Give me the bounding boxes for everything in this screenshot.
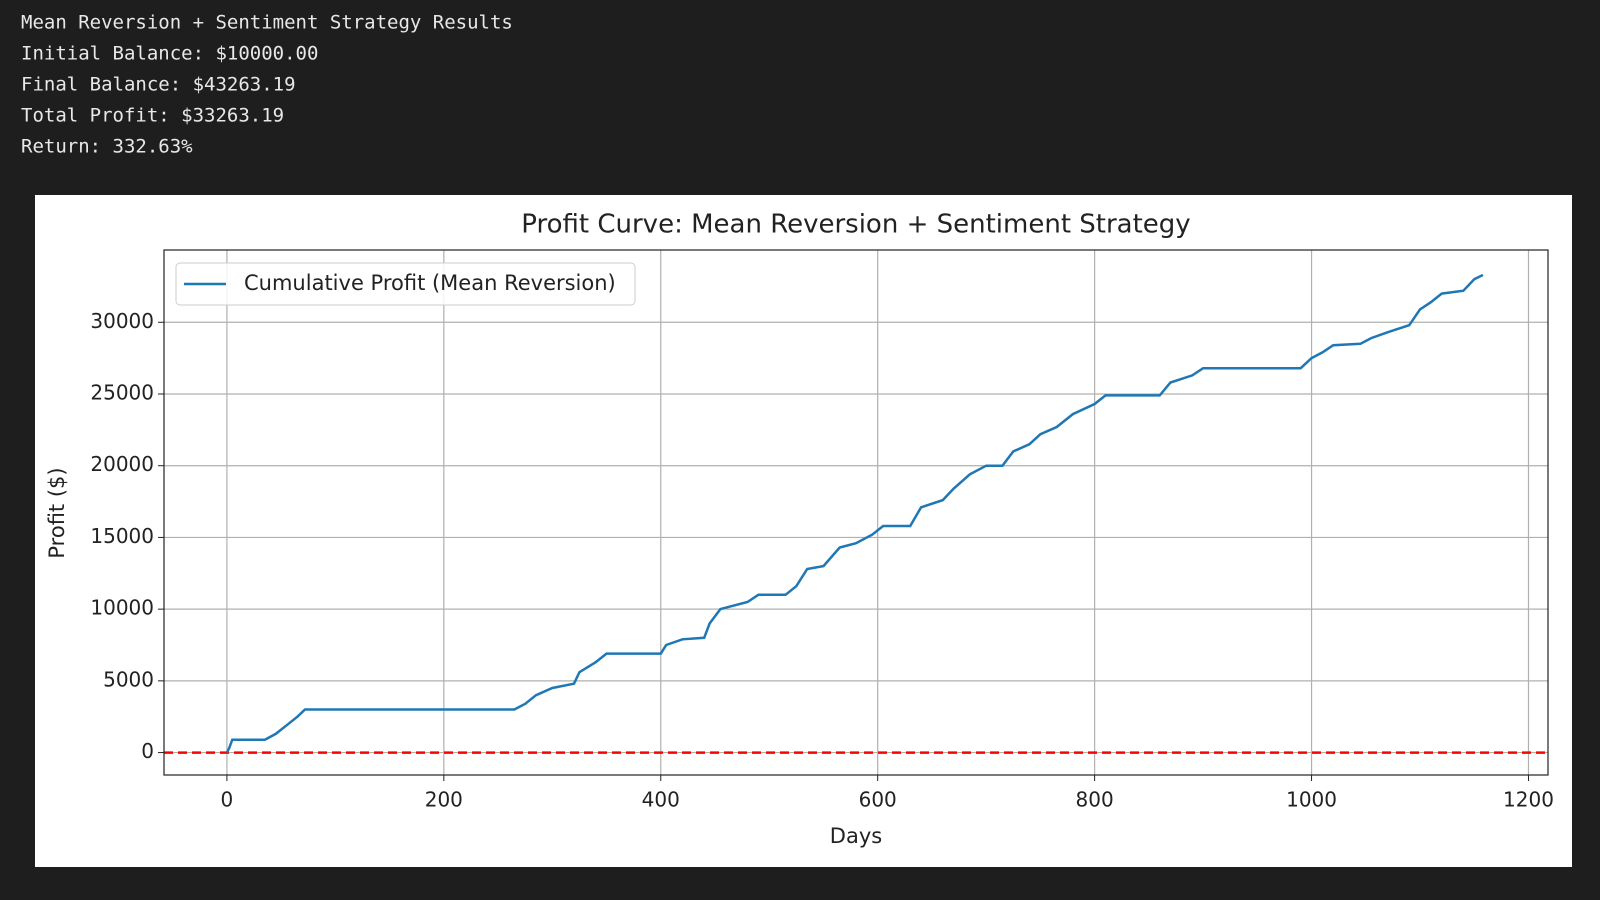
chart-title: Profit Curve: Mean Reversion + Sentiment… [521, 210, 1190, 240]
x-tick-label: 0 [221, 788, 234, 812]
y-tick-label: 20000 [90, 452, 154, 476]
x-tick-label: 400 [642, 788, 680, 812]
y-tick-label: 0 [141, 739, 154, 763]
x-tick-label: 600 [859, 788, 897, 812]
output-line: Total Profit: $33263.19 [21, 105, 284, 127]
chart-panel [35, 195, 1572, 867]
x-axis-label: Days [830, 824, 882, 848]
output-line: Mean Reversion + Sentiment Strategy Resu… [21, 12, 513, 34]
x-tick-label: 800 [1076, 788, 1114, 812]
y-tick-label: 30000 [90, 309, 154, 333]
y-tick-label: 10000 [90, 596, 154, 620]
x-tick-label: 200 [425, 788, 463, 812]
x-tick-label: 1000 [1286, 788, 1337, 812]
y-tick-label: 15000 [90, 524, 154, 548]
output-line: Final Balance: $43263.19 [21, 74, 296, 96]
output-line: Initial Balance: $10000.00 [21, 43, 318, 65]
y-tick-label: 25000 [90, 381, 154, 405]
y-axis-label: Profit ($) [45, 467, 69, 558]
profit-line [225, 273, 1484, 754]
plot-frame [163, 249, 1549, 776]
output-line: Return: 332.63% [21, 136, 193, 158]
legend-box [175, 262, 636, 306]
y-tick-label: 5000 [103, 667, 154, 691]
x-tick-label: 1200 [1503, 788, 1554, 812]
legend-label: Cumulative Profit (Mean Reversion) [244, 271, 616, 295]
